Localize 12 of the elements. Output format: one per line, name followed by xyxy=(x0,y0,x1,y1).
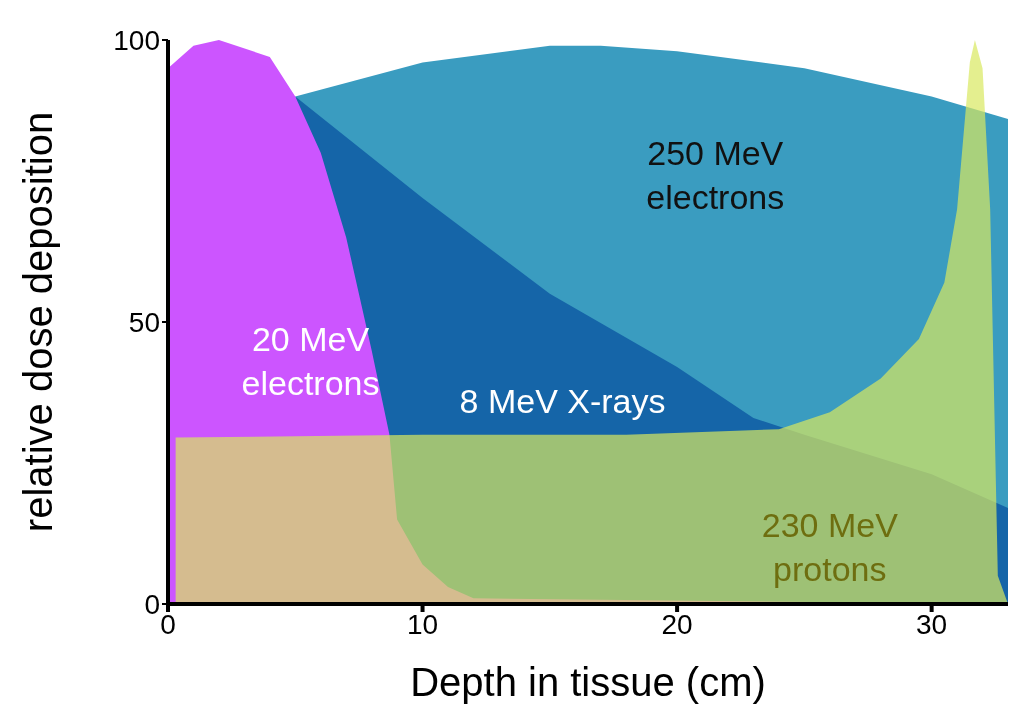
x-axis-title: Depth in tissue (cm) xyxy=(410,660,766,704)
series-label: 230 MeV protons xyxy=(760,505,899,591)
series-label: 20 MeV electrons xyxy=(240,318,381,404)
series-label: 250 MeV electrons xyxy=(645,132,786,218)
series-label: 8 MeV X-rays xyxy=(458,380,667,422)
x-tick-label: 10 xyxy=(406,608,439,640)
y-tick-label: 100 xyxy=(113,24,160,56)
x-tick-label: 20 xyxy=(661,608,693,640)
x-tick-label: 30 xyxy=(916,608,948,640)
y-axis-title: relative dose deposition xyxy=(16,111,61,533)
y-tick-label: 0 xyxy=(144,588,160,620)
y-tick-label: 50 xyxy=(128,306,160,338)
